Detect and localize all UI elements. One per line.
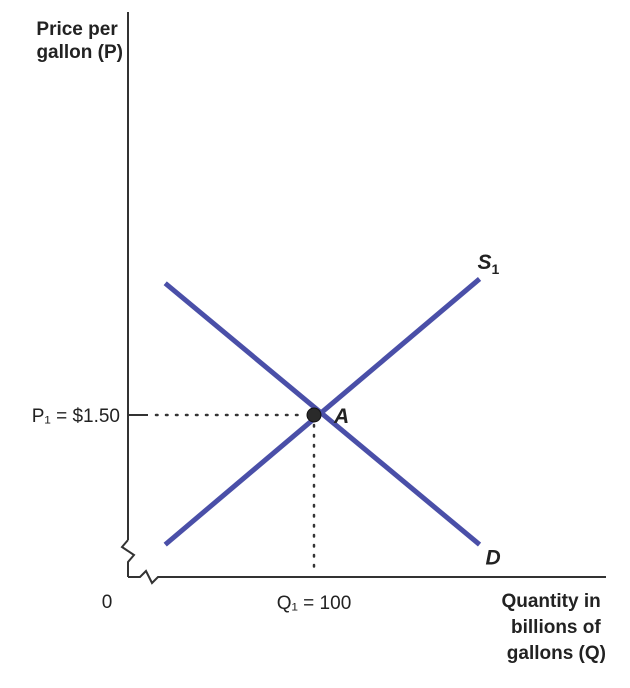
supply-curve-label: S1	[478, 251, 500, 277]
y-axis-label: Price per gallon (P)	[36, 19, 123, 63]
demand-curve	[163, 281, 482, 547]
y-axis-label-line-2: gallon (P)	[36, 42, 123, 63]
supply-curve-label-name: S	[478, 251, 492, 274]
y-axis-label-line-1: Price per	[36, 19, 118, 40]
price-tick-label: P₁ = $1.50	[32, 406, 120, 427]
x-axis-label-line-1: Quantity in	[501, 591, 600, 612]
supply-curve-label-sub: 1	[492, 261, 500, 277]
x-axis-label: Quantity in billions of gallons (Q)	[501, 591, 606, 664]
equilibrium-point	[306, 407, 322, 423]
origin-label: 0	[102, 592, 113, 613]
x-axis-break	[128, 569, 606, 585]
x-axis-label-line-3: gallons (Q)	[507, 643, 606, 664]
demand-curve-label: D	[486, 547, 501, 570]
quantity-tick-label: Q₁ = 100	[277, 593, 352, 614]
equilibrium-label: A	[333, 405, 349, 428]
x-axis-label-line-2: billions of	[511, 617, 601, 638]
y-axis-break	[120, 539, 136, 577]
